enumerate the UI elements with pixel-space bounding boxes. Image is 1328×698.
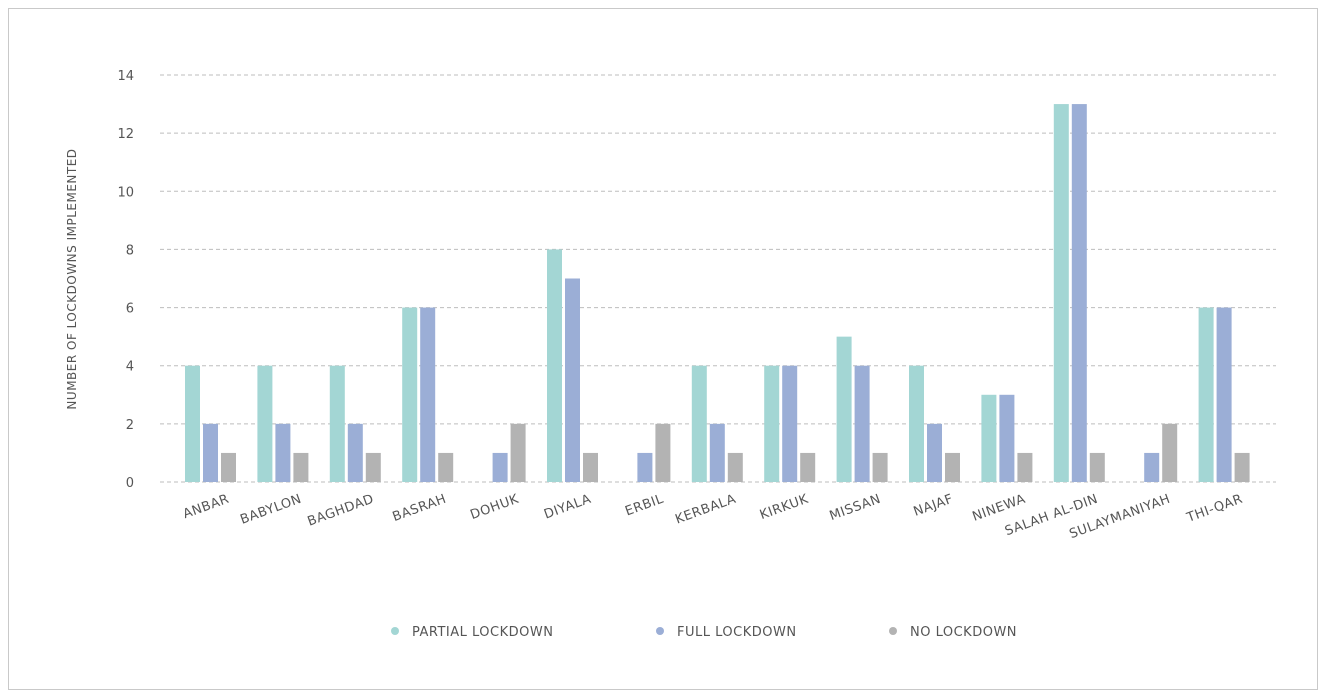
bar-full-lockdown bbox=[492, 452, 508, 482]
bar-partial-lockdown bbox=[257, 365, 273, 482]
x-tick-label: BAGHDAD bbox=[306, 492, 377, 530]
x-tick-label: ANBAR bbox=[181, 492, 231, 523]
x-tick-labels: ANBAR BABYLON BAGHDAD BASRAH DOHUK DIYALA ERBI… bbox=[181, 492, 1245, 543]
bar-full-lockdown bbox=[420, 307, 436, 482]
bar-no-lockdown bbox=[438, 452, 454, 482]
x-tick-label: NAJAF bbox=[912, 492, 956, 520]
bar-no-lockdown bbox=[872, 452, 888, 482]
bar-partial-lockdown bbox=[1053, 104, 1069, 483]
legend-marker bbox=[889, 627, 897, 635]
y-tick-label: 12 bbox=[117, 127, 134, 142]
x-tick-label: MISSAN bbox=[828, 492, 883, 524]
legend-label: PARTIAL LOCKDOWN bbox=[412, 625, 553, 640]
legend-label: NO LOCKDOWN bbox=[910, 625, 1017, 640]
bar-partial-lockdown bbox=[547, 249, 562, 482]
bar-partial-lockdown bbox=[329, 365, 345, 482]
y-tick-label: 6 bbox=[126, 302, 134, 317]
bar-no-lockdown bbox=[800, 452, 816, 482]
x-tick-label: ERBIL bbox=[623, 492, 666, 520]
y-tick-label: 10 bbox=[117, 185, 134, 200]
y-tick-label: 8 bbox=[126, 243, 134, 258]
bar-full-lockdown bbox=[347, 423, 363, 482]
x-tick-label: KIRKUK bbox=[758, 492, 811, 523]
bar-partial-lockdown bbox=[909, 365, 924, 482]
bar-full-lockdown bbox=[999, 394, 1015, 482]
bar-full-lockdown bbox=[637, 452, 653, 482]
legend-marker bbox=[656, 627, 664, 635]
bar-no-lockdown bbox=[727, 452, 743, 482]
x-tick-label: THI-QAR bbox=[1184, 492, 1245, 526]
bar-no-lockdown bbox=[221, 452, 236, 482]
bar-full-lockdown bbox=[782, 365, 798, 482]
y-tick-label: 0 bbox=[126, 476, 134, 491]
bar-full-lockdown bbox=[1071, 104, 1087, 483]
bar-partial-lockdown bbox=[836, 336, 852, 482]
y-tick-label: 14 bbox=[117, 69, 134, 84]
bars bbox=[185, 104, 1250, 483]
x-tick-label: DIYALA bbox=[542, 492, 593, 523]
bar-no-lockdown bbox=[945, 452, 960, 482]
bar-full-lockdown bbox=[927, 423, 942, 482]
bar-full-lockdown bbox=[709, 423, 725, 482]
y-axis-title: NUMBER OF LOCKDOWNS IMPLEMENTED bbox=[65, 148, 79, 409]
legend-label: FULL LOCKDOWN bbox=[677, 625, 797, 640]
bar-full-lockdown bbox=[1144, 452, 1160, 482]
y-tick-label: 4 bbox=[126, 360, 134, 375]
bar-partial-lockdown bbox=[402, 307, 418, 482]
legend: PARTIAL LOCKDOWN FULL LOCKDOWN NO LOCKDOWN bbox=[391, 625, 1017, 640]
x-tick-label: KERBALA bbox=[673, 492, 738, 528]
bar-full-lockdown bbox=[275, 423, 291, 482]
bar-partial-lockdown bbox=[185, 365, 200, 482]
bar-no-lockdown bbox=[583, 452, 598, 482]
bar-partial-lockdown bbox=[691, 365, 707, 482]
y-tick-label: 2 bbox=[126, 418, 134, 433]
chart-frame bbox=[8, 8, 1318, 690]
bar-partial-lockdown bbox=[981, 394, 997, 482]
bar-no-lockdown bbox=[510, 423, 526, 482]
x-tick-label: BASRAH bbox=[391, 492, 449, 525]
bar-no-lockdown bbox=[293, 452, 309, 482]
bar-no-lockdown bbox=[365, 452, 381, 482]
gridlines bbox=[160, 74, 1276, 483]
x-tick-label: DOHUK bbox=[468, 492, 521, 523]
bar-full-lockdown bbox=[854, 365, 870, 482]
bar-no-lockdown bbox=[1089, 452, 1105, 482]
bar-full-lockdown bbox=[203, 423, 218, 482]
x-tick-label: BABYLON bbox=[238, 492, 303, 528]
y-tick-labels: 0 2 4 6 8 10 12 14 bbox=[117, 69, 134, 491]
bar-full-lockdown bbox=[1216, 307, 1232, 482]
legend-marker bbox=[391, 627, 399, 635]
bar-no-lockdown bbox=[655, 423, 671, 482]
bar-no-lockdown bbox=[1162, 423, 1178, 482]
bar-no-lockdown bbox=[1234, 452, 1250, 482]
bar-partial-lockdown bbox=[764, 365, 780, 482]
bar-partial-lockdown bbox=[1198, 307, 1214, 482]
bar-no-lockdown bbox=[1017, 452, 1033, 482]
bar-full-lockdown bbox=[565, 278, 580, 482]
